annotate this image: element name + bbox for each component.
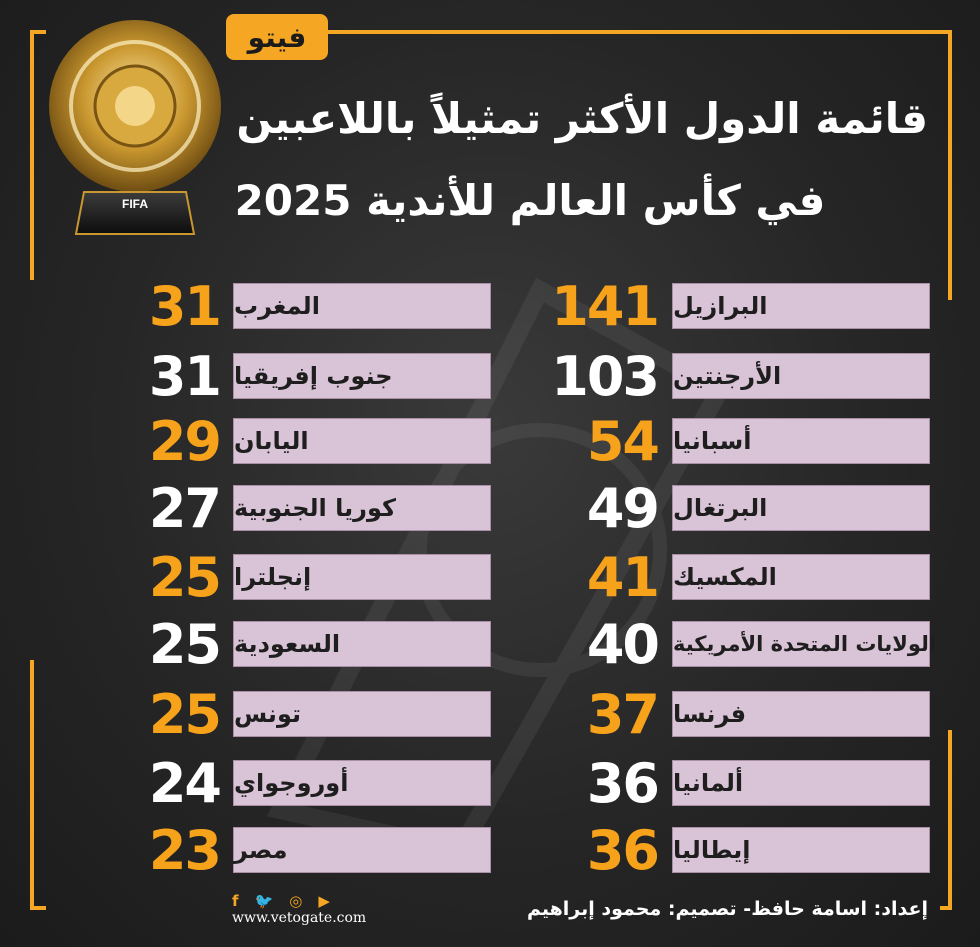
country-label: جنوب إفريقيا	[233, 353, 491, 399]
frame-bottom-line	[30, 906, 46, 910]
country-label: البرتغال	[672, 485, 930, 531]
player-count: 24	[148, 751, 222, 815]
list-item: أوروجواي 24	[140, 752, 492, 815]
frame-bottom-right-line	[940, 906, 952, 910]
player-count: 141	[551, 274, 660, 338]
player-count: 31	[148, 344, 222, 408]
website-url[interactable]: www.vetogate.com	[232, 910, 367, 926]
player-count: 40	[586, 612, 660, 676]
country-label: ألمانيا	[672, 760, 930, 806]
list-item: الأرجنتين 103	[551, 345, 932, 408]
list-item: إيطاليا 36	[560, 819, 932, 882]
list-item: تونس 25	[140, 683, 492, 746]
player-count: 54	[586, 409, 660, 473]
list-item: أسبانيا 54	[560, 410, 932, 473]
player-count: 29	[148, 409, 222, 473]
page-title-line1: قائمة الدول الأكثر تمثيلاً باللاعبين	[236, 94, 928, 143]
player-count: 25	[148, 682, 222, 746]
country-label: السعودية	[233, 621, 491, 667]
list-item: المكسيك 41	[560, 546, 932, 609]
page-title-line2: في كأس العالم للأندية 2025	[234, 176, 826, 225]
country-label: أوروجواي	[233, 760, 491, 806]
player-count: 31	[148, 274, 222, 338]
list-item: جنوب إفريقيا 31	[140, 345, 492, 408]
list-item: اليابان 29	[140, 410, 492, 473]
list-item: البرازيل 141	[551, 275, 932, 338]
player-count: 36	[586, 751, 660, 815]
country-label: مصر	[233, 827, 491, 873]
country-label: المكسيك	[672, 554, 930, 600]
frame-top-line	[30, 30, 46, 34]
frame-left-line-top	[30, 30, 34, 280]
player-count: 49	[586, 476, 660, 540]
country-label: البرازيل	[672, 283, 930, 329]
player-count: 37	[586, 682, 660, 746]
player-count: 27	[148, 476, 222, 540]
twitter-icon[interactable]: 🐦	[254, 892, 274, 910]
list-item: السعودية 25	[140, 613, 492, 676]
youtube-icon[interactable]: ▶	[318, 892, 330, 910]
list-item: إنجلترا 25	[140, 546, 492, 609]
social-icons: f 🐦 ◎ ▶	[232, 892, 330, 910]
player-count: 25	[148, 545, 222, 609]
list-item: ألمانيا 36	[560, 752, 932, 815]
instagram-icon[interactable]: ◎	[289, 892, 303, 910]
country-label: أسبانيا	[672, 418, 930, 464]
player-count: 25	[148, 612, 222, 676]
country-label: المغرب	[233, 283, 491, 329]
country-label: فرنسا	[672, 691, 930, 737]
frame-left-line-bottom	[30, 660, 34, 910]
country-label: إيطاليا	[672, 827, 930, 873]
player-count: 23	[148, 818, 222, 882]
country-label: اليابان	[233, 418, 491, 464]
vetogate-logo: فيتو	[226, 14, 328, 60]
player-count: 41	[586, 545, 660, 609]
trophy-label: FIFA	[122, 197, 148, 211]
player-count: 36	[586, 818, 660, 882]
country-label: الولايات المتحدة الأمريكية	[672, 621, 936, 667]
country-label: تونس	[233, 691, 491, 737]
credits-text: إعداد: اسامة حافظ- تصميم: محمود إبراهيم	[526, 898, 928, 920]
list-item: مصر 23	[140, 819, 492, 882]
country-label: كوريا الجنوبية	[233, 485, 491, 531]
trophy-icon: FIFA	[49, 20, 221, 235]
frame-right-line-top	[948, 30, 952, 300]
list-item: المغرب 31	[140, 275, 492, 338]
player-count: 103	[551, 344, 660, 408]
frame-top-right-line	[328, 30, 952, 34]
logo-text: فيتو	[247, 20, 307, 54]
list-item: كوريا الجنوبية 27	[140, 477, 492, 540]
country-label: إنجلترا	[233, 554, 491, 600]
facebook-icon[interactable]: f	[232, 892, 239, 910]
frame-right-line-bottom	[948, 730, 952, 910]
list-item: البرتغال 49	[560, 477, 932, 540]
country-label: الأرجنتين	[672, 353, 930, 399]
list-item: فرنسا 37	[560, 683, 932, 746]
list-item: الولايات المتحدة الأمريكية 40	[560, 613, 936, 676]
